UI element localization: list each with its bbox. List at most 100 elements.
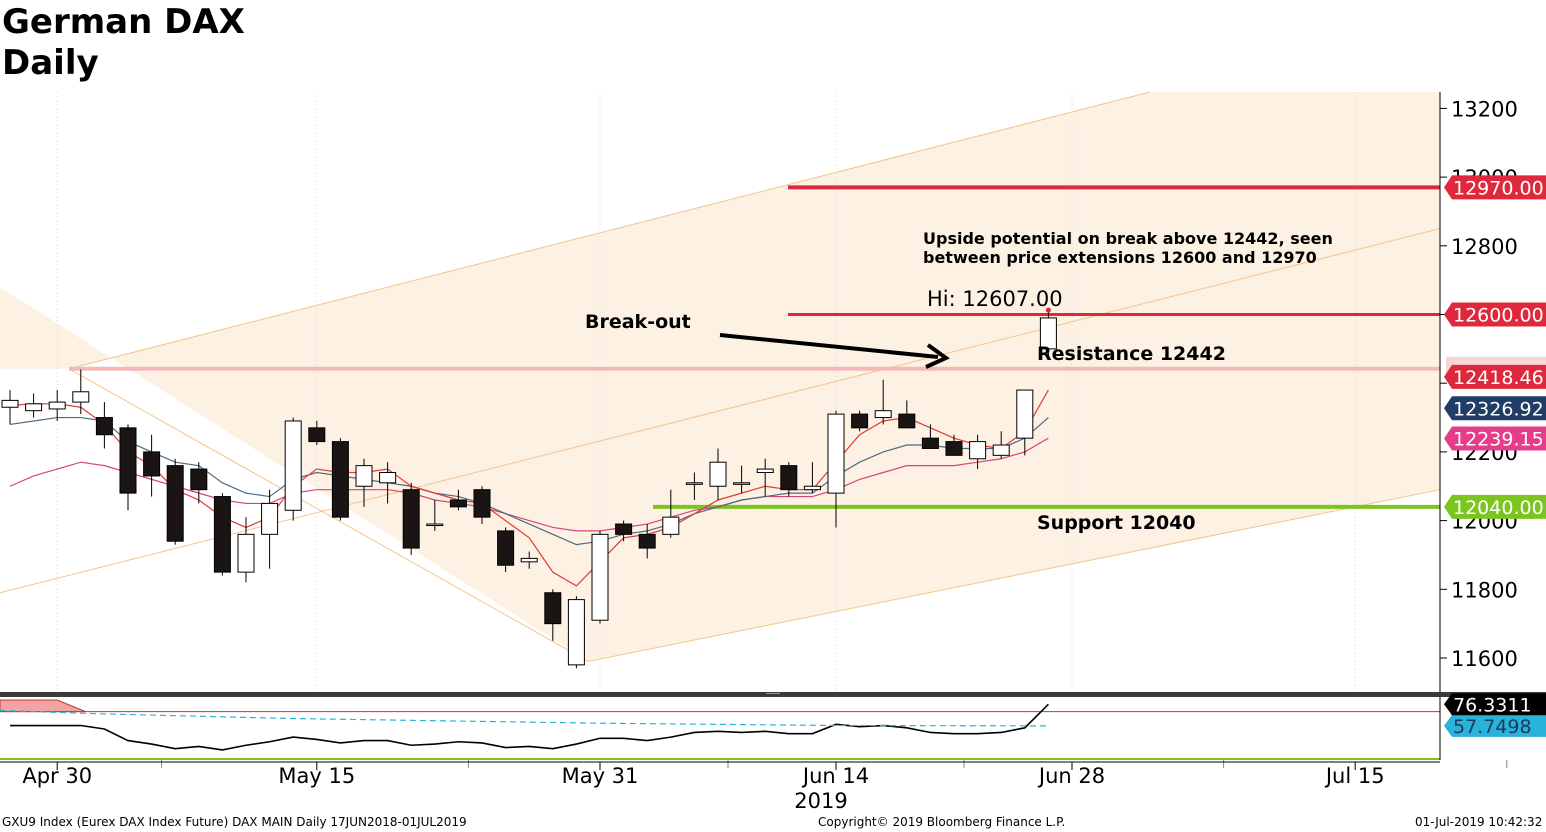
tag-12600: 12600.00 bbox=[1444, 302, 1546, 327]
candle bbox=[898, 400, 916, 429]
tag-12600-bg bbox=[1444, 302, 1546, 327]
breakout-arrow-shaft bbox=[719, 333, 939, 359]
candle-body-down bbox=[402, 489, 420, 549]
x-tick-label-may-31: May 31 bbox=[562, 764, 639, 788]
tag-12970-text: 12970.00 bbox=[1453, 177, 1544, 199]
candle bbox=[567, 596, 585, 669]
tag-12040-bg bbox=[1444, 494, 1546, 519]
candle bbox=[355, 458, 373, 507]
candle bbox=[1, 390, 19, 425]
annotation-hi: Hi: 12607.00 bbox=[927, 287, 1063, 311]
tag-12600-text: 12600.00 bbox=[1453, 305, 1544, 327]
tag-last-close-text: 12418.46 bbox=[1453, 367, 1544, 389]
candle bbox=[284, 417, 302, 521]
tag-ma-gray-text: 12326.92 bbox=[1453, 398, 1544, 420]
candle-body-up bbox=[733, 482, 751, 485]
candle-body-up bbox=[591, 533, 609, 621]
candle-body-down bbox=[473, 489, 491, 518]
candle-body-down bbox=[851, 413, 869, 429]
candle-body-up bbox=[1016, 389, 1034, 439]
y-tick-label-13200: 13200 bbox=[1451, 97, 1518, 121]
tag-12970-bg bbox=[1444, 175, 1546, 200]
candle-body-up bbox=[520, 557, 538, 563]
candle bbox=[237, 517, 255, 583]
candle bbox=[308, 420, 326, 446]
candle-body-up bbox=[803, 485, 821, 491]
rsi-overbought-fill bbox=[0, 699, 86, 713]
footer-source: GXU9 Index (Eurex DAX Index Future) DAX … bbox=[2, 815, 467, 829]
candle-body-down bbox=[497, 530, 515, 566]
candle-body-down bbox=[308, 427, 326, 443]
candle-body-down bbox=[95, 417, 113, 436]
candle-body-down bbox=[213, 496, 231, 573]
candle-body-up bbox=[969, 441, 987, 460]
candle bbox=[473, 486, 491, 525]
rsi-ma-tag-text: 57.7498 bbox=[1453, 716, 1532, 738]
candle-body-up bbox=[709, 461, 727, 487]
candle bbox=[48, 390, 66, 421]
candle-body-down bbox=[119, 427, 137, 494]
breakout-arrow-head bbox=[925, 343, 950, 369]
annotation-upside-1: Upside potential on break above 12442, s… bbox=[923, 229, 1333, 248]
title-line-2: Daily bbox=[2, 43, 99, 83]
candle-body-down bbox=[449, 499, 467, 508]
channel-upper-line bbox=[68, 91, 1151, 370]
candle-body-up bbox=[756, 468, 774, 474]
annotation-breakout: Break-out bbox=[585, 311, 691, 333]
candle bbox=[591, 530, 609, 624]
candle-body-up bbox=[1, 399, 19, 408]
candle-body-up bbox=[25, 403, 43, 412]
candle-body-down bbox=[921, 437, 939, 449]
x-tick-label-jul-15: Jul 15 bbox=[1324, 764, 1385, 788]
channel-middle-line bbox=[0, 228, 1441, 594]
candle-body-up bbox=[662, 516, 680, 535]
candle bbox=[331, 438, 349, 521]
channel-handle-line bbox=[68, 368, 589, 662]
candle-body-down bbox=[780, 465, 798, 491]
candle-body-up bbox=[379, 472, 397, 484]
rsi-tag-bg bbox=[1444, 693, 1546, 716]
candle-body-down bbox=[166, 465, 184, 542]
x-tick-label-jun-28: Jun 28 bbox=[1037, 764, 1105, 788]
candle bbox=[851, 410, 869, 432]
candle bbox=[449, 489, 467, 511]
tag-ma-pink-bg bbox=[1444, 426, 1546, 451]
title-line-1: German DAX bbox=[2, 2, 245, 42]
candle bbox=[379, 462, 397, 504]
candle-body-up bbox=[284, 420, 302, 511]
candle-body-down bbox=[898, 413, 916, 429]
candle-body-up bbox=[874, 410, 892, 419]
tag-ma-pink: 12239.15 bbox=[1444, 426, 1546, 451]
tag-12040-text: 12040.00 bbox=[1453, 497, 1544, 519]
candle-body-up bbox=[72, 391, 90, 403]
candle-body-up bbox=[237, 533, 255, 573]
candle bbox=[615, 520, 633, 542]
candle bbox=[25, 393, 43, 418]
candle-body-up bbox=[355, 465, 373, 487]
candle-body-down bbox=[143, 451, 161, 477]
high-marker bbox=[1045, 307, 1051, 313]
candle-body-down bbox=[615, 523, 633, 535]
candle-body-down bbox=[638, 533, 656, 549]
candle bbox=[497, 527, 515, 573]
tag-last-close: 12418.46 bbox=[1444, 364, 1546, 389]
candle-body-up bbox=[48, 401, 66, 410]
candle bbox=[1039, 312, 1057, 356]
annotation-support: Support 12040 bbox=[1037, 512, 1196, 534]
footer-timestamp: 01-Jul-2019 10:42:32 bbox=[1415, 815, 1543, 829]
candle-body-up bbox=[426, 523, 444, 527]
candle bbox=[119, 424, 137, 511]
x-year-label: 2019 bbox=[794, 789, 847, 813]
candle bbox=[143, 434, 161, 497]
candle-body-down bbox=[945, 441, 963, 456]
candle-body-up bbox=[992, 444, 1010, 456]
candle bbox=[190, 462, 208, 504]
tag-12040: 12040.00 bbox=[1444, 494, 1546, 519]
candle-body-up bbox=[685, 482, 703, 485]
candle bbox=[992, 431, 1010, 459]
chart-title: German DAX Daily bbox=[2, 2, 245, 84]
candle bbox=[780, 462, 798, 497]
candle-body-up bbox=[827, 413, 845, 494]
candle-body-up bbox=[567, 599, 585, 666]
